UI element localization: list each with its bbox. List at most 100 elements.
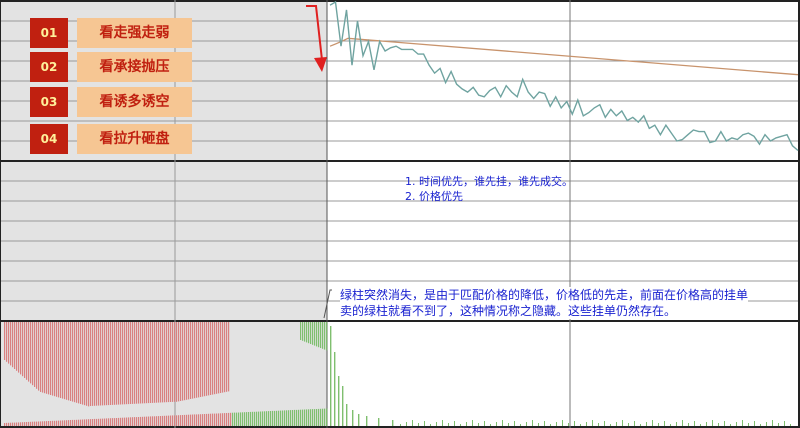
ask-bar [346, 404, 348, 426]
bid-bar [88, 419, 90, 426]
ask-bar [772, 420, 773, 426]
price-line [329, 0, 799, 152]
ask-bar [568, 423, 569, 426]
ask-bar [330, 326, 332, 426]
bid-bar [162, 322, 164, 403]
bid-bar [158, 322, 160, 403]
bid-bar [124, 417, 126, 426]
bid-bar [104, 418, 106, 426]
bid-bar [206, 322, 208, 396]
bid-bar [118, 417, 120, 426]
legend-label: 看诱多诱空 [77, 87, 192, 117]
ask-bar [634, 421, 635, 426]
ask-bar [308, 322, 310, 344]
ask-bar [760, 424, 761, 426]
bid-bar [64, 420, 66, 426]
bid-bar [202, 414, 204, 426]
bid-bar [62, 420, 64, 426]
ask-bar [314, 409, 316, 426]
legend-item-02: 02 看承接抛压 [30, 52, 192, 82]
bid-bar [174, 322, 176, 402]
ask-bar [252, 411, 254, 426]
ask-bar [688, 423, 689, 426]
ask-bar [310, 322, 312, 344]
bid-bar [156, 416, 158, 426]
bid-bar [184, 414, 186, 426]
ask-bar [406, 422, 407, 426]
ask-bar [296, 409, 298, 426]
legend-label: 看拉升砸盘 [77, 124, 192, 154]
priority-note-line2: 2. 价格优先 [405, 190, 463, 203]
ask-bar [550, 424, 551, 426]
bid-bar [102, 418, 104, 426]
ask-bar [490, 424, 491, 426]
ask-bar [316, 322, 318, 347]
bid-bar [222, 413, 224, 426]
ask-bar [640, 424, 641, 426]
bid-bar [26, 322, 28, 380]
ask-bar [334, 352, 336, 426]
bid-bar [82, 322, 84, 405]
bid-bar [136, 322, 138, 404]
bid-bar [44, 322, 46, 394]
ask-bar [238, 412, 240, 426]
bid-bar [128, 322, 130, 405]
ask-bar [290, 410, 292, 426]
bid-bar [120, 322, 122, 405]
bid-bar [186, 322, 188, 400]
bid-bar [224, 322, 226, 393]
ask-bar [268, 411, 270, 426]
bid-bar [188, 322, 190, 400]
bid-bar [62, 322, 64, 399]
bid-bar [144, 322, 146, 404]
ask-bar [248, 412, 250, 426]
ask-bar [508, 423, 509, 426]
bid-bar [184, 322, 186, 401]
ask-bar [556, 422, 557, 426]
ask-bar [272, 410, 274, 426]
ask-bar [778, 423, 779, 426]
bid-bar [90, 419, 92, 426]
ask-bar [604, 421, 605, 426]
ask-bar [442, 420, 443, 426]
ask-bar [646, 422, 647, 426]
bid-bar [228, 322, 230, 392]
bid-bar [134, 322, 136, 404]
bid-bar [78, 322, 80, 404]
bid-bar [180, 322, 182, 401]
bid-bar [36, 322, 38, 389]
bid-bar [170, 322, 172, 402]
bid-bar [52, 420, 54, 426]
bid-bar [54, 420, 56, 427]
ask-bar [574, 421, 575, 426]
bid-bar [210, 413, 212, 426]
ask-bar [304, 322, 306, 342]
ask-bar [754, 421, 755, 426]
bid-bar [26, 422, 28, 426]
ask-bar [320, 322, 322, 348]
legend-item-03: 03 看诱多诱空 [30, 87, 192, 117]
ask-bar [314, 322, 316, 346]
bid-bar [146, 322, 148, 404]
bid-bar [24, 322, 26, 378]
bid-bar [182, 415, 184, 426]
ask-bar [302, 409, 304, 426]
bid-bar [52, 322, 54, 396]
bid-bar [98, 322, 100, 406]
ask-bar [682, 420, 683, 426]
bid-bar [144, 416, 146, 426]
bid-bar [84, 419, 86, 426]
bid-bar [76, 419, 78, 426]
bid-bar [132, 417, 134, 426]
bid-bar [180, 415, 182, 426]
bid-bar [166, 415, 168, 426]
bid-bar [102, 322, 104, 406]
ask-bar [430, 424, 431, 426]
ask-bar [232, 412, 234, 426]
bid-bar [226, 322, 228, 392]
bid-bar [114, 322, 116, 405]
bid-bar [38, 421, 40, 426]
legend-label: 看走强走弱 [77, 18, 192, 48]
ask-bar [400, 424, 401, 426]
bid-bar [22, 422, 24, 426]
